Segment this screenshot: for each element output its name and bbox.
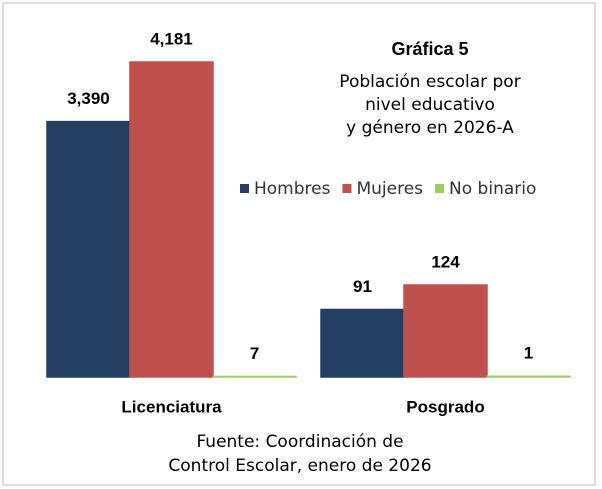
subtitle: y género en 2026-A xyxy=(346,118,514,138)
subtitle: Población escolar por xyxy=(339,72,520,92)
legend-label: Hombres xyxy=(254,179,331,199)
legend-swatch xyxy=(342,184,352,193)
legend-swatch xyxy=(435,184,445,193)
source: Control Escolar, enero de 2026 xyxy=(168,456,431,476)
value-label: 4,181 xyxy=(150,29,193,48)
bar xyxy=(212,375,297,378)
bar xyxy=(486,375,571,378)
x-tick-label: Licenciatura xyxy=(121,397,222,416)
bar xyxy=(403,284,488,378)
value-label: 1 xyxy=(524,344,533,363)
bar xyxy=(46,120,131,378)
legend-label: No binario xyxy=(449,179,536,199)
value-label: 3,390 xyxy=(67,89,110,108)
legend-swatch xyxy=(240,184,249,193)
value-label: 7 xyxy=(250,344,259,363)
bar xyxy=(129,61,214,378)
source: Fuente: Coordinación de xyxy=(196,432,403,452)
x-tick-label: Posgrado xyxy=(406,397,484,416)
chart-title: Gráfica 5 xyxy=(391,39,468,59)
legend-label: Mujeres xyxy=(356,179,423,199)
bar xyxy=(320,308,405,378)
subtitle: nivel educativo xyxy=(365,95,495,115)
value-label: 91 xyxy=(353,277,372,296)
value-label: 124 xyxy=(431,252,460,271)
